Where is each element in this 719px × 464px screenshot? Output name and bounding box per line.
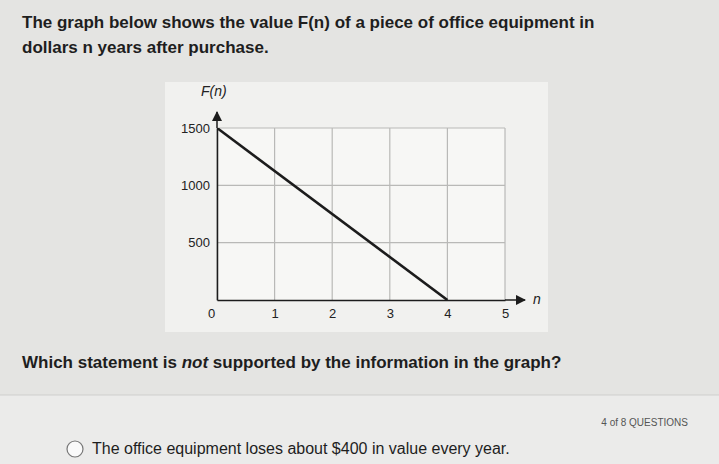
prompt-line: The graph below shows the value F(n) of … (22, 13, 594, 32)
x-tick-label: 1 (271, 306, 278, 321)
x-axis-line (218, 300, 506, 302)
question-emphasis: not (182, 353, 210, 372)
x-tick: 3 (387, 300, 394, 321)
x-tick-label: 4 (444, 306, 451, 321)
prompt-line: dollars n years after purchase. (22, 38, 269, 57)
grid-line (216, 128, 217, 300)
x-axis-title: n (533, 291, 541, 307)
grid-line (217, 127, 505, 128)
separator (0, 395, 719, 396)
x-axis-arrow (505, 299, 525, 301)
x-tick-label: 3 (387, 306, 394, 321)
question: Which statement is not supported by the … (22, 353, 561, 372)
data-line (217, 128, 447, 300)
x-axis: 0 1 2 3 4 5 (208, 300, 509, 321)
y-tick: 500 (188, 235, 217, 250)
y-tick-label: 1500 (181, 121, 210, 136)
grid-line (447, 128, 448, 300)
radio-button[interactable] (67, 441, 83, 457)
plot-marks (217, 128, 447, 300)
x-tick: 5 (502, 300, 509, 321)
y-axis-title: F(n) (201, 83, 227, 99)
y-axis-line (217, 129, 219, 301)
progress: 4 of 8 QUESTIONS (601, 417, 688, 428)
x-tick: 0 (208, 300, 218, 321)
y-tick: 1500 (181, 121, 217, 136)
grid-line (389, 128, 390, 300)
y-tick-label: 1000 (181, 178, 210, 193)
x-tick-label: 5 (502, 306, 509, 321)
answer-band (0, 395, 719, 464)
x-tick: 1 (271, 300, 278, 321)
grid-line (274, 128, 275, 300)
option-label[interactable]: The office equipment loses about $400 in… (92, 440, 510, 457)
x-tick: 2 (329, 300, 336, 321)
chart-panel (165, 82, 548, 332)
y-axis-arrow (216, 112, 218, 128)
y-tick: 1000 (181, 178, 217, 193)
question-text: Which statement is (22, 353, 182, 372)
plot-area (217, 128, 505, 300)
y-tick-label: 500 (188, 235, 210, 250)
y-axis: 500 1000 1500 (181, 121, 217, 301)
grid-line (217, 242, 505, 243)
x-tick: 4 (444, 300, 451, 321)
page: The graph below shows the value F(n) of … (0, 0, 719, 464)
grid-line (504, 128, 505, 300)
x-tick-label: 2 (329, 306, 336, 321)
question-text: supported by the information in the grap… (208, 353, 561, 372)
x-tick-label: 0 (208, 306, 215, 321)
background (0, 0, 719, 464)
grid-line (217, 185, 505, 186)
grid (217, 128, 505, 300)
